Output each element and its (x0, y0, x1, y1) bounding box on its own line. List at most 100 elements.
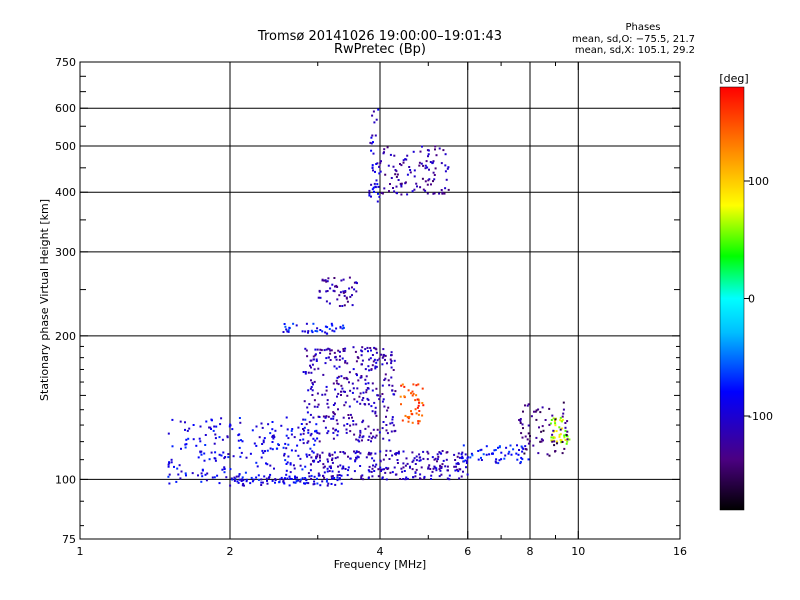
data-point (383, 187, 386, 190)
data-point (372, 110, 375, 113)
data-point (424, 189, 427, 192)
data-point (316, 405, 319, 408)
data-point (289, 462, 292, 465)
data-point (564, 426, 567, 429)
data-point (287, 455, 290, 458)
data-point (349, 457, 352, 460)
data-point (361, 436, 364, 439)
data-point (351, 391, 354, 394)
data-point (233, 476, 236, 479)
data-point (199, 450, 202, 453)
data-point (227, 453, 230, 456)
data-point (561, 452, 564, 455)
data-point (201, 475, 204, 478)
data-point (327, 356, 330, 359)
data-point (232, 455, 235, 458)
data-point (432, 160, 435, 163)
data-point (566, 430, 569, 433)
data-point (340, 384, 343, 387)
data-point (237, 475, 240, 478)
data-point (346, 394, 349, 397)
data-point (448, 474, 451, 477)
data-point (294, 475, 296, 478)
data-point (382, 353, 385, 356)
data-point (384, 358, 386, 361)
data-point (334, 388, 337, 391)
data-point (297, 454, 300, 457)
data-point (349, 413, 352, 416)
data-point (391, 384, 394, 387)
data-point (315, 358, 318, 361)
data-point (385, 415, 387, 418)
data-point (563, 434, 566, 437)
data-point (199, 425, 202, 428)
data-point (520, 456, 523, 459)
data-point (239, 455, 242, 458)
data-point (191, 472, 194, 475)
data-point (427, 179, 430, 182)
data-point (400, 182, 403, 185)
data-point (440, 473, 443, 476)
data-point (324, 325, 327, 328)
data-point (367, 350, 369, 353)
data-point (376, 162, 379, 165)
data-point (331, 324, 334, 327)
data-point (360, 376, 363, 379)
data-point (198, 437, 201, 440)
data-point (390, 354, 393, 357)
data-point (318, 474, 321, 477)
axis-ticks: 1 2 4 6 8 10 16 75 100 200 300 400 500 600 750 (55, 56, 687, 558)
data-point (348, 276, 351, 279)
data-point (286, 428, 289, 431)
data-point (314, 330, 317, 332)
data-point (336, 376, 339, 379)
data-point (351, 294, 353, 297)
data-point (364, 403, 367, 406)
data-point (388, 458, 391, 460)
data-point (373, 401, 376, 404)
data-point (205, 479, 208, 482)
data-point (354, 460, 357, 463)
data-point (402, 462, 405, 465)
data-point (377, 185, 380, 188)
data-point (464, 453, 467, 456)
data-point (399, 163, 401, 165)
data-point (179, 477, 182, 480)
data-point (316, 431, 319, 434)
data-point (355, 450, 358, 453)
data-point (526, 404, 529, 407)
data-point (378, 431, 381, 434)
data-point (195, 444, 198, 447)
data-point (266, 482, 269, 485)
data-point (344, 290, 347, 292)
data-point (351, 286, 353, 289)
data-point (240, 479, 243, 482)
data-point (245, 480, 248, 483)
data-point (287, 437, 290, 440)
data-point (339, 291, 342, 294)
data-point (185, 443, 188, 446)
data-point (442, 149, 445, 152)
data-point (461, 451, 464, 454)
data-point (553, 420, 556, 423)
data-point (381, 427, 384, 430)
data-point (368, 465, 371, 468)
data-point (200, 480, 203, 483)
data-point (383, 405, 386, 408)
data-point (312, 459, 314, 462)
data-point (303, 429, 305, 432)
data-point (445, 458, 448, 461)
data-point (223, 471, 226, 474)
data-point (312, 358, 315, 361)
data-point (396, 452, 399, 455)
data-point (297, 426, 300, 429)
data-point (390, 430, 393, 433)
data-point (343, 377, 346, 380)
data-point (339, 326, 342, 329)
data-point (342, 324, 345, 327)
data-point (403, 385, 406, 388)
data-point (402, 450, 405, 453)
data-point (319, 296, 322, 299)
data-point (522, 427, 524, 430)
data-point (362, 391, 365, 394)
